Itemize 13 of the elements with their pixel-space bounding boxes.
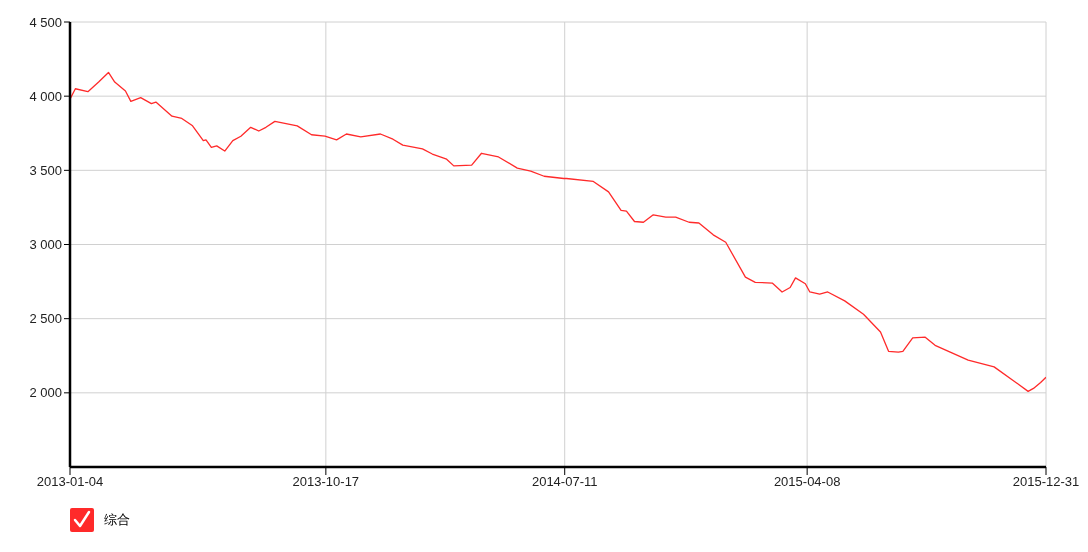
x-tick-label: 2014-07-11	[531, 474, 598, 490]
y-tick-label: 2 000	[29, 385, 62, 401]
x-tick-label: 2015-12-31	[1012, 474, 1080, 490]
y-tick-label: 2 500	[29, 311, 62, 327]
legend-label: 综合	[104, 511, 130, 529]
y-tick-label: 4 500	[29, 14, 62, 30]
x-tick-label: 2013-01-04	[36, 474, 104, 490]
line-series	[70, 71, 1046, 392]
x-tick-label: 2013-10-17	[292, 474, 360, 490]
y-tick-label: 4 000	[29, 88, 62, 104]
x-tick-label: 2015-04-08	[773, 474, 841, 490]
y-tick-label: 3 000	[29, 237, 62, 253]
y-tick-label: 3 500	[29, 162, 62, 178]
